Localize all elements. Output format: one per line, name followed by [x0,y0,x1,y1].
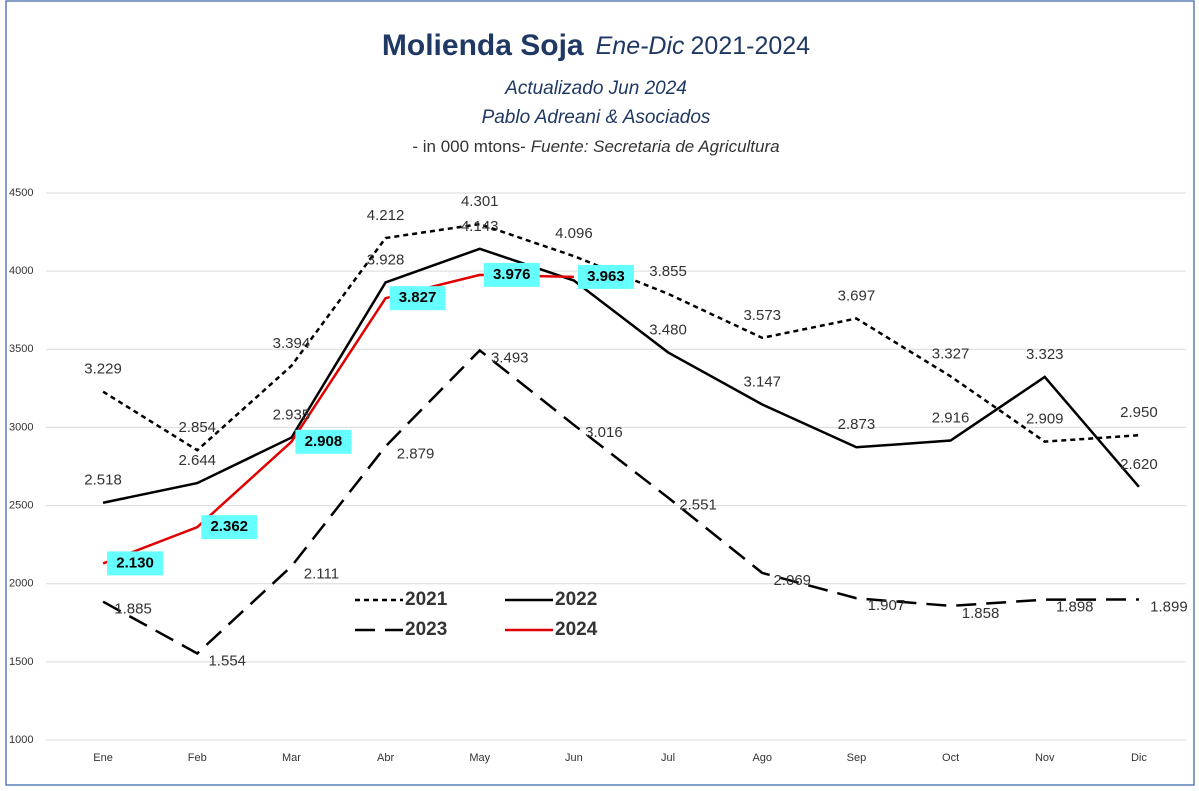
data-label: 2.879 [397,445,435,462]
data-label: 3.229 [84,361,122,378]
data-label: 3.394 [273,335,311,352]
x-tick-label: Mar [282,752,301,764]
data-label: 3.493 [491,349,529,366]
data-label: 2.130 [116,554,154,571]
x-tick-label: Sep [847,752,867,764]
data-label: 3.963 [587,268,625,285]
x-tick-label: Oct [942,752,959,764]
data-label: 2.518 [84,472,122,489]
data-label: 3.323 [1026,346,1064,363]
data-label: 2.909 [1026,411,1064,428]
x-tick-label: Ene [93,752,113,764]
data-label: 3.016 [585,424,623,441]
x-tick-label: Jun [565,752,583,764]
label-box [483,262,540,287]
label-box [295,429,352,454]
y-tick-label: 1000 [9,734,33,746]
legend-label: 2022 [555,589,597,610]
data-label: 3.855 [649,263,687,280]
data-label: 2.908 [305,433,343,450]
units: - in 000 mtons- [412,137,525,156]
data-label: 1.899 [1150,598,1188,615]
data-label: 3.697 [838,287,876,304]
title-period: Ene-Dic [596,32,685,60]
data-label: 4.212 [367,207,405,224]
title-years: 2021-2024 [691,32,811,60]
data-label: 3.573 [743,307,781,324]
series-line [102,348,1139,655]
y-tick-label: 3500 [9,343,33,355]
label-box [107,551,164,576]
chart-title: Molienda Soja Ene-Dic 2021-2024 [382,29,810,62]
data-label: 4.143 [461,218,499,235]
data-label: 2.069 [773,572,811,589]
x-tick-label: Nov [1035,752,1055,764]
data-label: 2.873 [838,416,876,433]
y-tick-label: 4000 [9,265,33,277]
x-tick-label: Feb [188,752,207,764]
data-label: 2.854 [178,419,216,436]
data-label: 1.554 [208,652,246,669]
legend-label: 2024 [555,619,598,640]
data-label: 2.111 [304,565,339,582]
data-label: 1.898 [1056,599,1094,616]
units-source: - in 000 mtons- Fuente: Secretaria de Agr… [412,137,779,156]
label-box [389,286,446,311]
data-label: 2.620 [1120,456,1158,473]
subtitle: Actualizado Jun 2024 [504,78,687,99]
y-tick-label: 3000 [9,421,33,433]
data-label: 2.551 [679,497,717,514]
y-tick-label: 2500 [9,499,33,511]
y-tick-label: 1500 [9,656,33,668]
data-label: 1.858 [962,605,1000,622]
legend-label: 2023 [405,619,447,640]
chart-frame [5,0,1195,786]
x-tick-label: May [469,752,490,764]
series-line [102,247,1140,504]
x-tick-label: Jul [661,752,675,764]
data-label: 1.907 [868,597,906,614]
data-label: 3.928 [367,251,405,268]
data-label: 3.976 [493,266,531,283]
y-tick-label: 2000 [9,578,33,590]
x-tick-label: Abr [377,752,394,764]
data-label: 1.885 [114,601,152,618]
data-label: 4.301 [461,193,499,210]
data-label: 3.327 [932,345,970,362]
label-box [201,515,258,540]
y-tick-label: 4500 [9,187,33,199]
x-tick-label: Ago [752,752,772,764]
author: Pablo Adreani & Asociados [482,107,711,128]
data-label: 4.096 [555,225,593,242]
legend-label: 2021 [405,589,448,610]
data-label: 3.480 [649,321,687,338]
source: Fuente: Secretaria de Agricultura [531,137,780,156]
data-label: 2.935 [273,407,311,424]
title-main: Molienda Soja [382,29,584,62]
x-tick-label: Dic [1131,752,1147,764]
data-label: 2.362 [210,518,248,535]
label-box [577,264,634,289]
data-label: 2.644 [178,452,216,469]
data-label: 2.916 [932,410,970,427]
data-label: 3.147 [743,373,781,390]
data-label: 3.827 [399,289,437,306]
data-label: 2.950 [1120,404,1158,421]
